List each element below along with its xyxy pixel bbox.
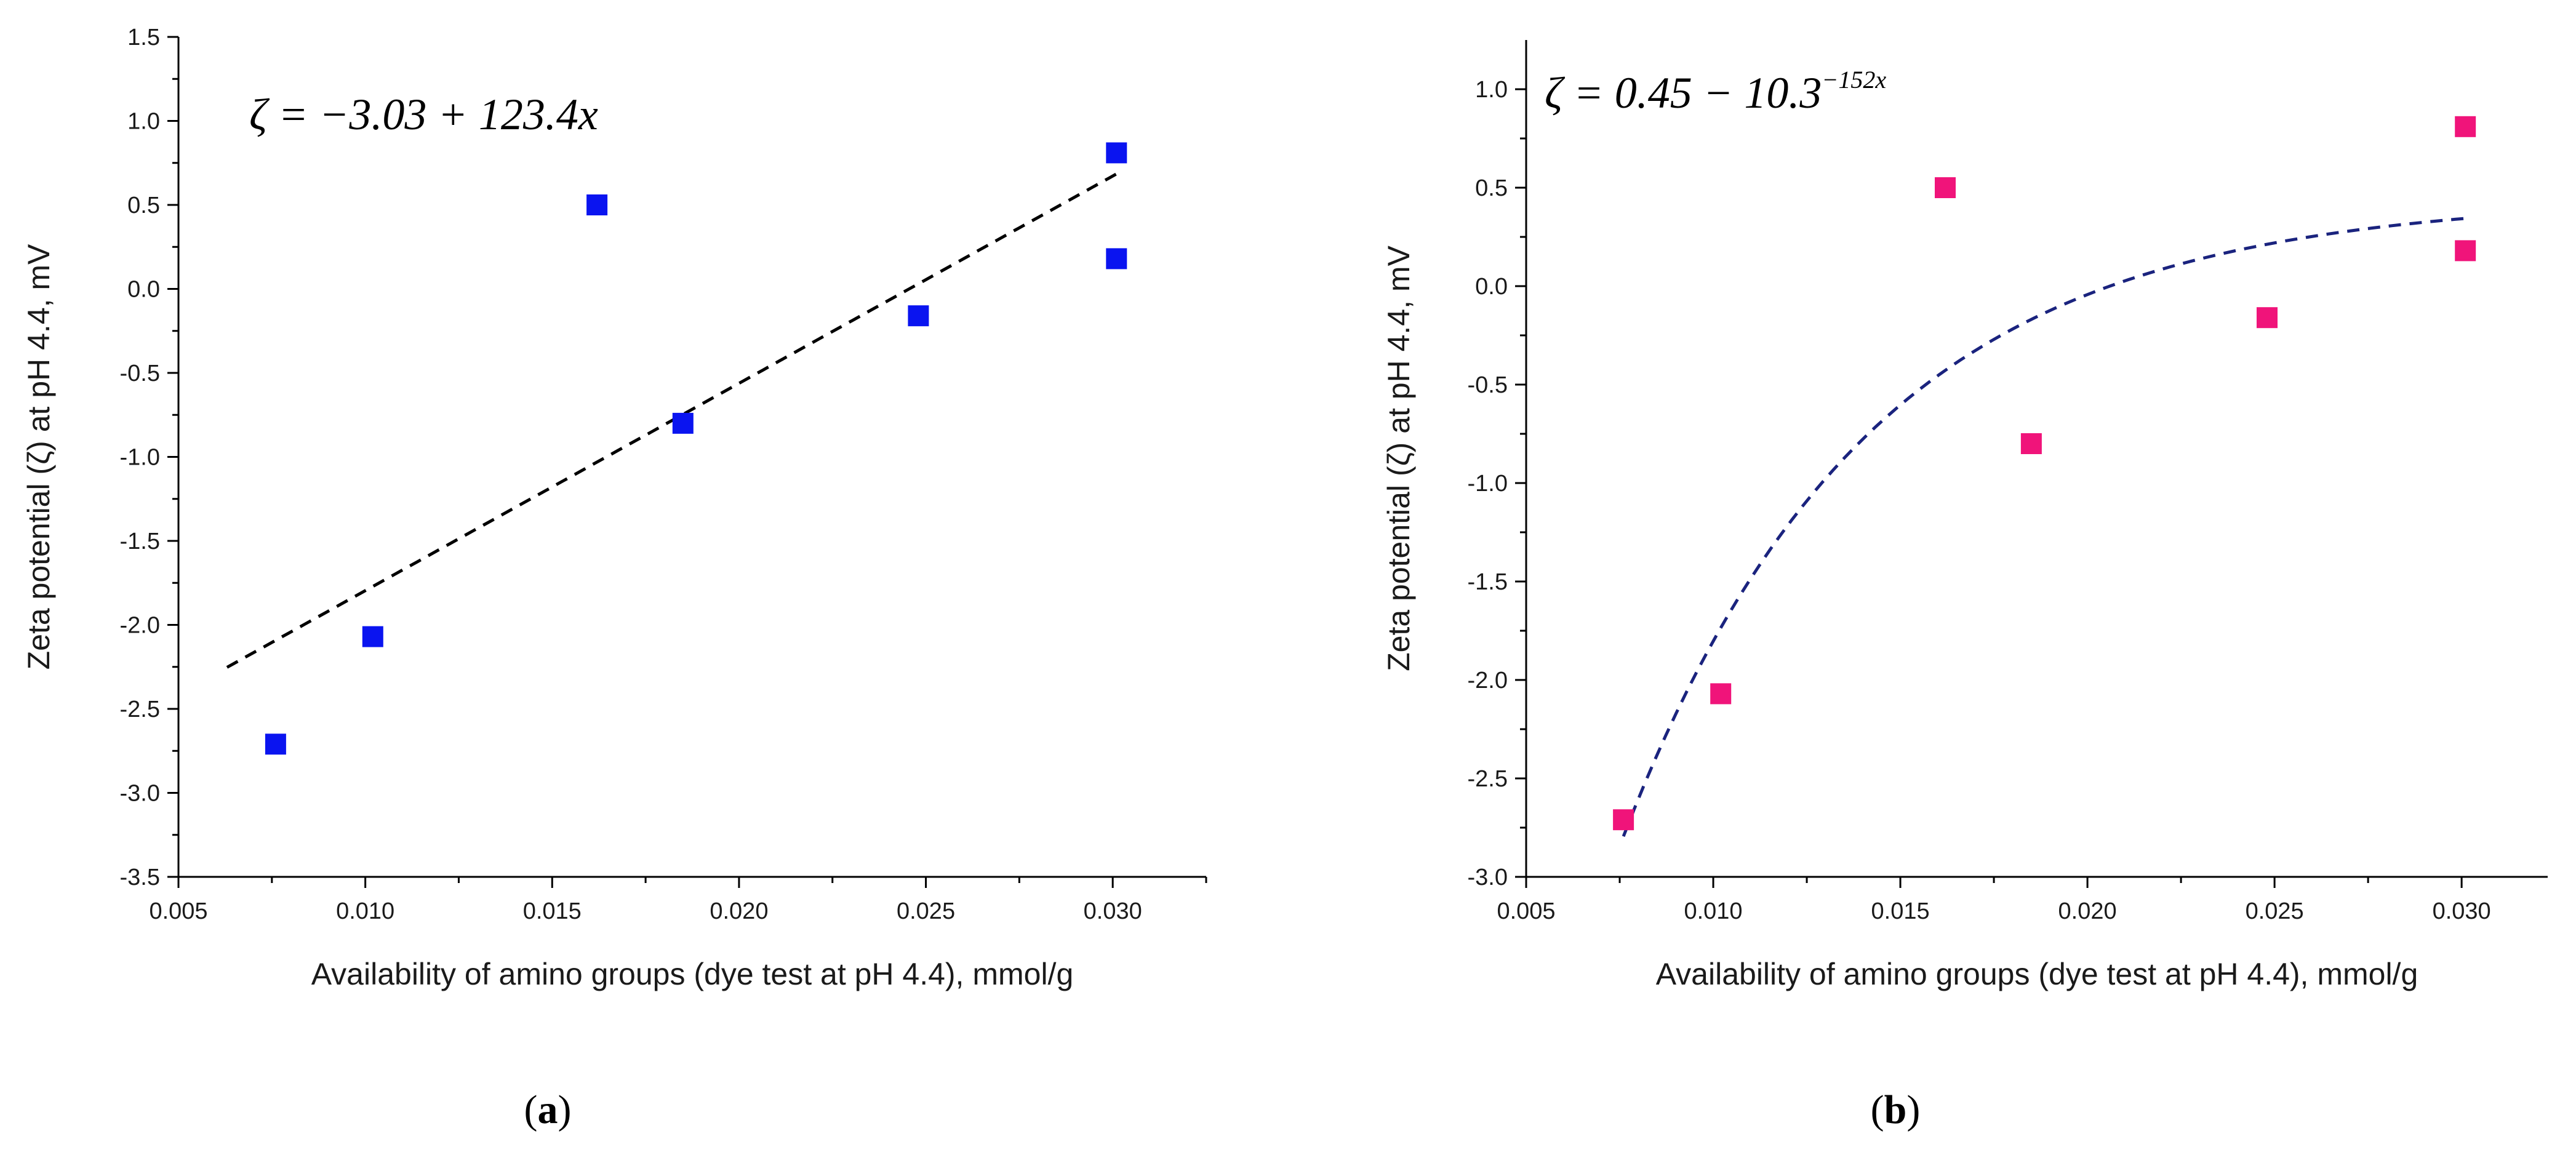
y-tick-label: 1.0 xyxy=(127,109,160,135)
panel-b-tick-labels: 0.005 0.010 0.015 0.020 0.025 0.030 1.0 0.5 0.0 -… xyxy=(1468,77,2491,924)
data-point xyxy=(672,412,694,434)
y-tick-label: -1.5 xyxy=(1468,569,1508,595)
data-point xyxy=(1106,142,1127,164)
y-tick-label: -3.0 xyxy=(1468,865,1508,890)
y-tick-label: -2.5 xyxy=(120,697,160,722)
y-tick-label: -3.0 xyxy=(120,781,160,807)
x-tick-label: 0.015 xyxy=(523,898,582,924)
panel-a-x-axis-title: Availability of amino groups (dye test a… xyxy=(311,957,1074,991)
x-tick-label: 0.030 xyxy=(2433,898,2491,924)
x-tick-label: 0.025 xyxy=(2246,898,2304,924)
data-point xyxy=(1935,177,1956,198)
panel-b-y-axis-title: Zeta potential (ζ) at pH 4.4, mV xyxy=(1382,245,1416,671)
panel-a-y-axis-title: Zeta potential (ζ) at pH 4.4, mV xyxy=(22,244,56,669)
y-tick-label: 1.0 xyxy=(1475,77,1508,103)
y-tick-label: 0.5 xyxy=(127,193,160,218)
y-tick-label: 0.0 xyxy=(1475,274,1508,300)
data-point xyxy=(586,194,608,215)
x-tick-label: 0.030 xyxy=(1084,898,1142,924)
data-point xyxy=(1106,248,1127,270)
data-point xyxy=(362,626,383,647)
x-tick-label: 0.005 xyxy=(1497,898,1555,924)
panel-b-axes xyxy=(1515,40,2548,888)
y-tick-label: -2.5 xyxy=(1468,766,1508,792)
x-tick-label: 0.010 xyxy=(1684,898,1742,924)
y-tick-label: -3.5 xyxy=(120,865,160,890)
panel-b-fit-equation-text: ζ = 0.45 − 10.3 xyxy=(1545,68,1822,118)
panel-b-fit-equation-exponent: −152x xyxy=(1822,66,1886,94)
panel-b-fit-equation: ζ = 0.45 − 10.3−152x xyxy=(1545,66,1886,118)
y-tick-label: -0.5 xyxy=(1468,372,1508,398)
panel-a-fit-equation-text: ζ = −3.03 + 123.4x xyxy=(249,90,598,139)
y-tick-label: -1.0 xyxy=(120,445,160,471)
panel-a-label: (a) xyxy=(524,1087,572,1132)
data-point xyxy=(908,305,929,327)
data-point xyxy=(1710,683,1732,705)
panel-a-fit-equation: ζ = −3.03 + 123.4x xyxy=(249,90,598,139)
panel-b-label: (b) xyxy=(1871,1087,1921,1132)
y-tick-label: -1.5 xyxy=(120,529,160,554)
panel-a-axes xyxy=(167,36,1207,888)
data-point xyxy=(2020,433,2042,454)
panel-b-label-letter: b xyxy=(1884,1087,1907,1132)
y-tick-label: -0.5 xyxy=(120,361,160,386)
data-point xyxy=(265,733,286,755)
y-tick-label: -1.0 xyxy=(1468,471,1508,497)
data-point xyxy=(2257,307,2278,329)
y-tick-label: 1.5 xyxy=(127,25,160,50)
x-tick-label: 0.025 xyxy=(897,898,955,924)
y-tick-label: 0.5 xyxy=(1475,175,1508,201)
panel-b-fit-curve xyxy=(1622,217,2466,837)
x-tick-label: 0.015 xyxy=(1871,898,1930,924)
x-tick-label: 0.020 xyxy=(710,898,768,924)
x-tick-label: 0.005 xyxy=(149,898,207,924)
y-tick-label: 0.0 xyxy=(127,277,160,303)
x-tick-label: 0.020 xyxy=(2058,898,2117,924)
data-point xyxy=(2455,240,2476,262)
data-point xyxy=(1613,809,1634,831)
y-tick-label: -2.0 xyxy=(1468,668,1508,693)
panel-a-chart: 0.005 0.010 0.015 0.020 0.025 0.030 1.5 1.0 0.5 0… xyxy=(22,25,1207,1132)
panel-a-label-letter: a xyxy=(538,1087,558,1132)
panel-b-points xyxy=(1613,116,2476,831)
panel-a-tick-labels: 0.005 0.010 0.015 0.020 0.025 0.030 1.5 1.0 0.5 0… xyxy=(120,25,1142,924)
panel-a-points xyxy=(265,142,1127,755)
y-tick-label: -2.0 xyxy=(120,613,160,639)
data-point xyxy=(2455,116,2476,137)
panel-b-x-axis-title: Availability of amino groups (dye test a… xyxy=(1656,957,2418,991)
panel-b-chart: 0.005 0.010 0.015 0.020 0.025 0.030 1.0 0.5 0.0 -… xyxy=(1382,40,2548,1132)
x-tick-label: 0.010 xyxy=(336,898,394,924)
